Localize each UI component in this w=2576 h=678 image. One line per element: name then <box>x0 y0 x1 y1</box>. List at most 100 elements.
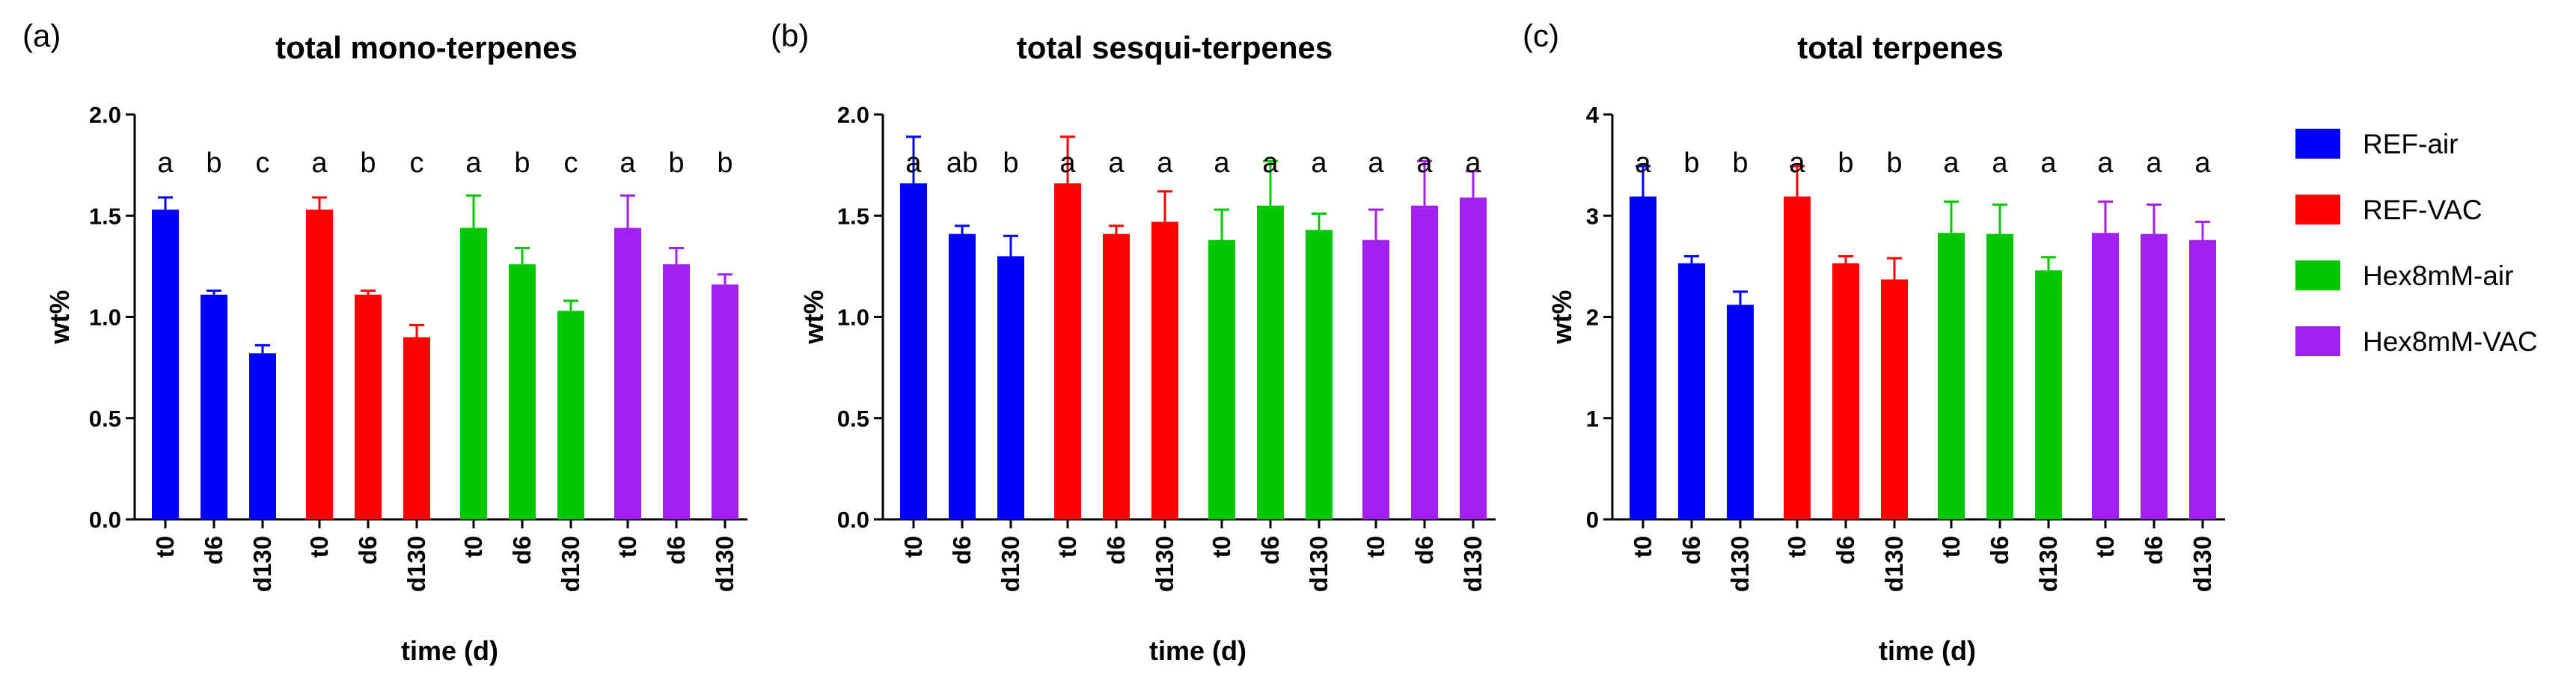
x-tick-label: t0 <box>1362 536 1389 558</box>
significance-letter: a <box>2040 147 2057 179</box>
bar-Hex8mM-VAC-d130 <box>1460 197 1487 519</box>
x-tick-label: d130 <box>403 536 430 592</box>
x-tick-label: d6 <box>1832 536 1859 565</box>
legend-label: REF-VAC <box>2363 195 2482 225</box>
bar-Hex8mM-VAC-d6 <box>2141 233 2167 519</box>
significance-letter: a <box>2194 147 2211 179</box>
y-tick-label: 1.0 <box>837 305 869 331</box>
legend-swatch-Hex8mM-VAC <box>2295 326 2340 356</box>
significance-letter: a <box>1214 147 1230 179</box>
significance-letter: a <box>2146 147 2162 179</box>
bar-REF-VAC-t0 <box>1784 196 1811 519</box>
y-tick-label: 2.0 <box>837 102 869 128</box>
significance-letter: a <box>1059 147 1076 179</box>
significance-letter: b <box>1683 147 1699 179</box>
bar-REF-air-t0 <box>900 183 927 519</box>
panel-letter: (a) <box>22 18 61 53</box>
y-tick-label: 0 <box>1586 507 1599 533</box>
x-tick-label: d130 <box>2188 536 2216 592</box>
x-tick-label: t0 <box>899 536 927 558</box>
bar-Hex8mM-air-d130 <box>2035 270 2062 519</box>
y-tick-label: 1.5 <box>89 203 121 229</box>
x-tick-label: t0 <box>1208 536 1235 558</box>
bar-Hex8mM-air-d6 <box>1257 205 1284 519</box>
significance-letter: a <box>465 147 482 179</box>
bar-REF-VAC-d6 <box>1103 233 1130 519</box>
y-axis-label: wt% <box>798 290 829 345</box>
significance-letter: b <box>1003 147 1018 179</box>
y-tick-label: 2 <box>1586 305 1599 331</box>
bar-REF-air-d130 <box>997 256 1024 519</box>
x-tick-label: d6 <box>1986 536 2013 565</box>
bar-Hex8mM-air-d6 <box>509 264 536 519</box>
bar-REF-air-d6 <box>1678 263 1705 519</box>
bar-Hex8mM-air-t0 <box>1938 233 1965 519</box>
significance-letter: a <box>1108 147 1125 179</box>
x-tick-label: d130 <box>1880 536 1908 592</box>
significance-letter: a <box>2097 147 2114 179</box>
x-tick-label: d130 <box>1305 536 1333 592</box>
x-tick-label: d6 <box>948 536 976 565</box>
legend-label: Hex8mM-air <box>2363 260 2513 291</box>
significance-letter: a <box>619 147 636 179</box>
bar-Hex8mM-air-d6 <box>1986 233 2013 519</box>
significance-letter: a <box>1465 147 1481 179</box>
significance-letter: a <box>157 147 174 179</box>
significance-letter: b <box>514 147 530 179</box>
x-tick-label: d130 <box>711 536 738 592</box>
legend: REF-air REF-VAC Hex8mM-air Hex8mM-VAC <box>2295 129 2538 357</box>
significance-letter: b <box>668 147 684 179</box>
y-axis-label: wt% <box>44 290 75 345</box>
bar-REF-air-t0 <box>1630 196 1656 519</box>
y-tick-label: 1.5 <box>837 203 869 229</box>
bar-Hex8mM-VAC-d6 <box>663 264 690 519</box>
significance-letter: c <box>256 147 270 179</box>
y-tick-label: 0.0 <box>837 507 869 533</box>
y-tick-label: 0.5 <box>89 406 121 432</box>
bar-REF-air-d130 <box>249 353 276 519</box>
y-axis-label: wt% <box>1546 290 1577 345</box>
bar-REF-VAC-t0 <box>306 210 333 519</box>
x-tick-label: t0 <box>1629 536 1656 558</box>
x-tick-label: t0 <box>614 536 641 558</box>
significance-letter: a <box>1635 147 1651 179</box>
bar-Hex8mM-air-t0 <box>460 227 487 519</box>
significance-letter: b <box>1838 147 1853 179</box>
bar-Hex8mM-VAC-d130 <box>2189 239 2216 519</box>
y-tick-label: 0.0 <box>89 507 121 533</box>
bar-Hex8mM-VAC-t0 <box>614 227 641 519</box>
x-tick-label: d130 <box>2034 536 2062 592</box>
x-tick-label: d6 <box>1256 536 1284 565</box>
x-tick-label: t0 <box>151 536 179 558</box>
x-tick-label: d6 <box>1677 536 1705 565</box>
significance-letter: a <box>905 147 922 179</box>
x-tick-label: d6 <box>1102 536 1130 565</box>
bar-Hex8mM-VAC-d6 <box>1411 205 1438 519</box>
chart-title: total terpenes <box>1797 30 2003 65</box>
chart-panel-2: (b) total sesqui-terpenes 0.0 0.5 1.0 1.5 2.0 w… <box>771 18 1496 666</box>
bar-REF-VAC-d6 <box>1832 263 1859 519</box>
x-tick-label: t0 <box>1053 536 1081 558</box>
x-tick-label: d6 <box>1410 536 1438 565</box>
bar-Hex8mM-VAC-d130 <box>712 284 738 519</box>
bar-REF-VAC-d130 <box>403 337 430 519</box>
x-tick-label: d130 <box>1726 536 1754 592</box>
significance-letter: a <box>311 147 328 179</box>
significance-letter: a <box>1157 147 1173 179</box>
y-tick-label: 4 <box>1586 102 1600 128</box>
y-tick-label: 3 <box>1586 203 1599 229</box>
significance-letter: c <box>410 147 424 179</box>
chart-panel-3: (c) total terpenes 0 1 2 3 4 wt% a t0 b d6 b d130 a t0 b… <box>1523 18 2225 666</box>
significance-letter: b <box>360 147 376 179</box>
x-tick-label: d6 <box>354 536 382 565</box>
significance-letter: b <box>206 147 221 179</box>
significance-letter: a <box>1943 147 1959 179</box>
significance-letter: a <box>1992 147 2008 179</box>
panel-letter: (c) <box>1523 18 1559 53</box>
significance-letter: b <box>1732 147 1748 179</box>
significance-letter: a <box>1368 147 1384 179</box>
x-axis-label: time (d) <box>1149 635 1246 666</box>
x-tick-label: d130 <box>1151 536 1178 592</box>
x-tick-label: t0 <box>305 536 333 558</box>
